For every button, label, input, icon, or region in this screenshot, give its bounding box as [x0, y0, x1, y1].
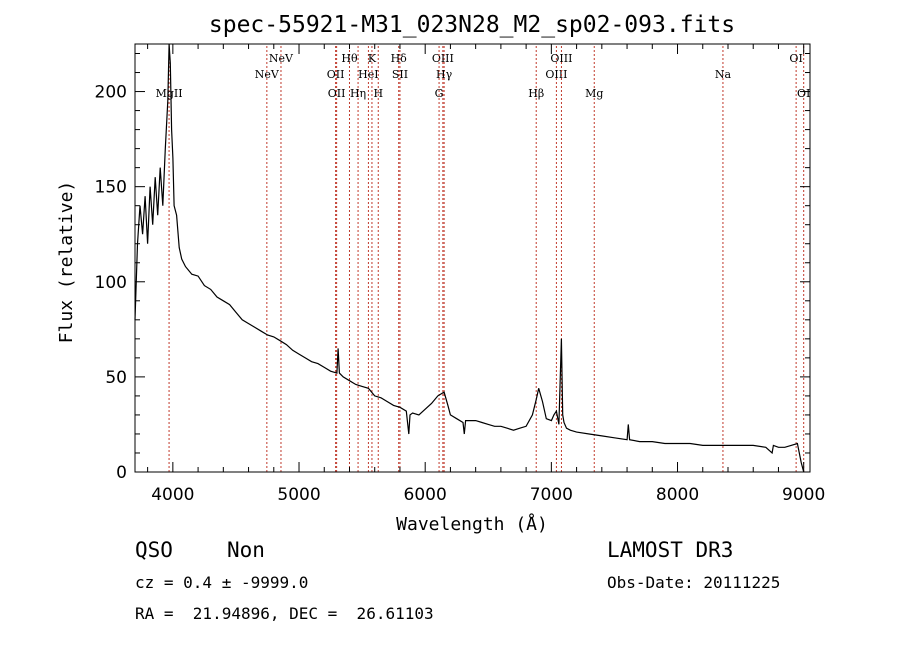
line-label-16: OIII — [545, 68, 567, 81]
line-label-11: SII — [392, 68, 408, 81]
line-label-4: OII — [328, 87, 346, 100]
line-label-1: NeV — [255, 68, 280, 81]
x-tick-label-5: 9000 — [782, 485, 825, 505]
object-class: QSO — [135, 538, 173, 562]
x-tick-label-0: 4000 — [151, 485, 194, 505]
line-label-2: NeV — [269, 52, 294, 65]
line-label-6: Hη — [350, 87, 366, 100]
y-tick-label-3: 150 — [95, 178, 127, 198]
y-tick-label-2: 100 — [95, 273, 127, 293]
line-label-0: MgII — [156, 87, 183, 100]
line-label-19: Na — [715, 68, 732, 81]
line-label-13: Hγ — [436, 68, 453, 81]
line-label-21: OI — [797, 87, 810, 100]
object-subclass: Non — [227, 538, 265, 562]
coordinates: RA = 21.94896, DEC = 26.61103 — [135, 604, 434, 623]
line-label-8: K — [368, 52, 377, 65]
line-label-17: OIII — [550, 52, 572, 65]
axes: 4000 5000 6000 7000 8000 9000 0 50 100 150 200 — [95, 44, 825, 505]
y-axis-label: Flux (relative) — [56, 181, 77, 344]
chart-title: spec-55921-M31_023N28_M2_sp02-093.fits — [209, 12, 735, 38]
line-label-15: Hβ — [528, 87, 544, 100]
line-label-18: Mg — [585, 87, 603, 100]
line-label-12: OIII — [432, 52, 454, 65]
line-label-20: OI — [789, 52, 802, 65]
line-label-5: Hθ — [341, 52, 358, 65]
x-tick-label-3: 7000 — [530, 485, 573, 505]
spectrum-line — [134, 43, 805, 473]
y-tick-label-0: 0 — [116, 463, 127, 483]
line-label-3: OII — [327, 68, 345, 81]
redshift-value: cz = 0.4 ± -9999.0 — [135, 573, 309, 592]
line-label-10: Hδ — [391, 52, 408, 65]
x-axis-label: Wavelength (Å) — [396, 513, 548, 535]
x-tick-label-2: 6000 — [404, 485, 447, 505]
x-tick-label-1: 5000 — [277, 485, 320, 505]
line-label-14: G — [435, 87, 444, 100]
y-tick-label-4: 200 — [95, 83, 127, 103]
plot-frame — [134, 43, 811, 473]
observation-date: Obs-Date: 20111225 — [607, 573, 781, 592]
y-tick-label-1: 50 — [105, 368, 127, 388]
line-label-9: H — [373, 87, 383, 100]
survey-label: LAMOST DR3 — [607, 538, 734, 562]
line-label-7: HeI — [358, 68, 378, 81]
x-tick-label-4: 8000 — [656, 485, 699, 505]
